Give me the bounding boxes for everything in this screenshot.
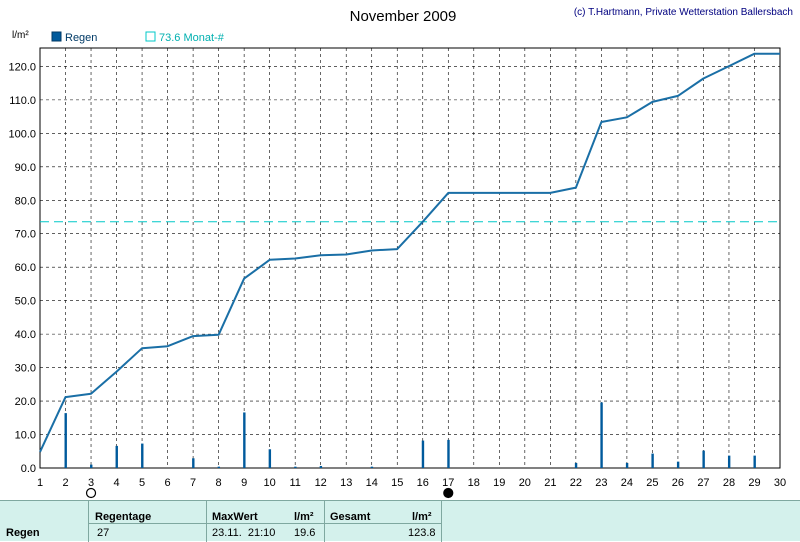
full-moon-icon [85,487,97,499]
x-tick-label: 26 [672,477,684,489]
rain-bar [421,440,425,468]
maxwert-unit: l/m² [294,511,314,523]
y-tick-labels: 0.0 10.0 20.0 30.0 40.0 50.0 60.0 70.0 80.0 90.0 1… [8,61,36,475]
y-tick-label: 10.0 [15,430,36,442]
rain-bar [192,458,195,468]
x-tick-label: 16 [417,477,429,489]
x-tick-label: 24 [621,477,633,489]
maxwert-label: MaxWert [212,511,258,523]
moon-phase-markers [85,487,454,499]
copyright-note: (c) T.Hartmann, Private Wetterstation Ba… [574,7,793,18]
y-tick-label: 90.0 [15,162,36,174]
x-tick-label: 8 [216,477,222,489]
maxwert-value: 19.6 [294,527,316,539]
rain-bar [217,466,221,468]
header-separator [88,523,441,524]
gesamt-value: 123.8 [408,527,436,539]
x-tick-label: 10 [264,477,276,489]
row-label: Regen [6,527,40,539]
y-tick-label: 100.0 [8,128,36,140]
rain-bar [447,439,450,468]
y-tick-label: 30.0 [15,363,36,375]
x-tick-label: 30 [774,477,786,489]
rain-bar [64,413,67,468]
x-tick-label: 25 [646,477,658,489]
rain-bar [141,443,144,468]
chart-title: November 2009 [350,8,457,25]
vertical-gridlines [39,48,781,468]
x-tick-label: 1 [37,477,43,489]
rain-bars [64,402,756,468]
rain-bar [727,455,731,468]
y-tick-label: 120.0 [8,61,36,73]
legend-average-label: 73.6 Monat-# [159,32,225,44]
cumulative-line [39,52,780,453]
x-tick-labels: 1 2 3 4 5 6 7 8 9 10 11 12 13 14 15 16 17 18 19 20 21 22 23 24 2… [37,477,786,489]
summary-panel: Regen Regentage 27 MaxWert l/m² 23.11. 2… [0,500,800,542]
x-tick-label: 12 [315,477,327,489]
rain-chart: 0.0 10.0 20.0 30.0 40.0 50.0 60.0 70.0 80.0 90.0 1… [8,7,793,499]
rain-bar [370,466,374,468]
x-tick-label: 4 [113,477,119,489]
x-tick-label: 3 [88,477,94,489]
horizontal-gridlines [40,66,780,469]
x-tick-label: 17 [442,477,454,489]
x-tick-label: 9 [241,477,247,489]
x-tick-label: 27 [697,477,709,489]
y-tick-label: 0.0 [21,463,36,475]
separator [206,501,207,542]
plot-frame [39,47,781,469]
rain-bar [753,455,756,468]
x-tick-label: 13 [340,477,352,489]
x-tick-label: 11 [289,477,300,489]
rain-bar [676,461,680,468]
regentage-label: Regentage [95,511,152,523]
x-tick-label: 22 [570,477,582,489]
x-tick-label: 14 [366,477,378,489]
rain-bar [115,445,118,468]
separator [441,501,442,542]
new-moon-icon [443,487,454,499]
rain-bar [600,402,603,468]
y-axis-unit: l/m² [12,30,29,41]
rain-bar [268,449,272,468]
x-tick-label: 19 [493,477,505,489]
legend-regen-swatch [51,31,62,42]
x-tick-label: 21 [544,477,556,489]
y-tick-label: 20.0 [15,396,36,408]
gesamt-label: Gesamt [330,511,371,523]
rain-bar [294,466,297,468]
x-tick-label: 5 [139,477,145,489]
legend-regen-label: Regen [65,32,97,44]
regentage-value: 27 [97,527,110,539]
x-tick-label: 28 [723,477,735,489]
y-tick-label: 60.0 [15,262,36,274]
y-tick-label: 70.0 [15,229,36,241]
x-tick-label: 15 [391,477,403,489]
separator [88,501,89,542]
rain-bar [243,412,246,468]
rain-bar [625,462,629,468]
rain-bar [319,465,323,468]
x-tick-label: 29 [748,477,760,489]
maxwert-time: 23.11. 21:10 [212,527,276,539]
rain-bar [574,462,578,468]
x-tick-label: 18 [468,477,480,489]
y-tick-label: 80.0 [15,195,36,207]
x-tick-label: 7 [190,477,196,489]
legend-average-swatch [145,31,156,42]
x-tick-label: 6 [165,477,171,489]
x-tick-label: 23 [595,477,607,489]
gesamt-unit: l/m² [412,511,432,523]
rain-bar [90,464,93,468]
separator [324,501,325,542]
rain-bar [702,450,705,468]
y-tick-label: 110.0 [9,95,36,107]
x-tick-label: 20 [519,477,531,489]
rain-bar [651,453,654,468]
x-tick-label: 2 [62,477,68,489]
y-tick-label: 40.0 [15,329,36,341]
y-tick-label: 50.0 [15,296,36,308]
